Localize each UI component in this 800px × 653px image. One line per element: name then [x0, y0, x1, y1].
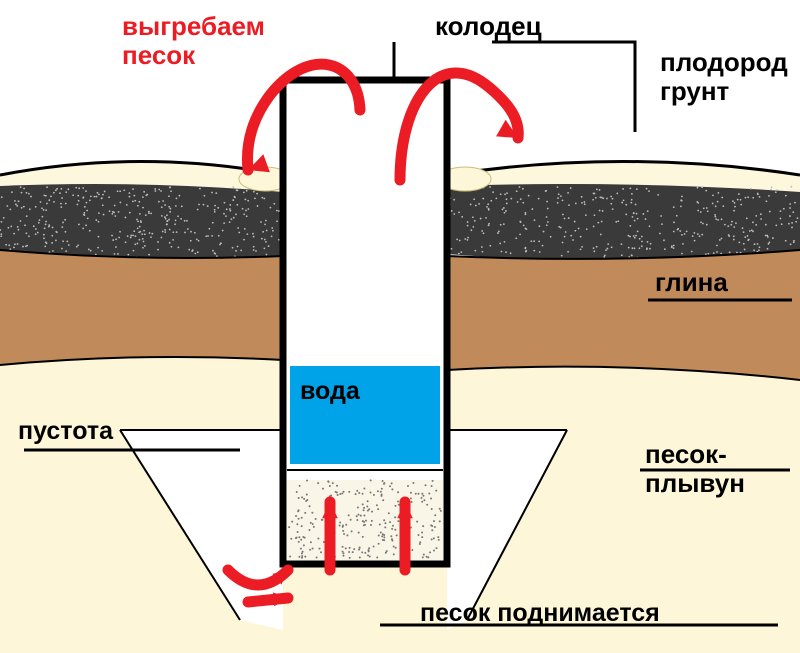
label-glina: глина [655, 268, 728, 297]
label-vygrebaem: выгребаем песок [122, 12, 265, 69]
label-pesok-plyvun: песок- плывун [645, 440, 745, 497]
label-pustota: пустота [18, 418, 113, 446]
label-voda: вода [300, 378, 360, 406]
label-plodorod: плодород грунт [660, 48, 788, 105]
label-pesok-podnimaetsya: песок поднимается [420, 600, 660, 628]
label-kolodec: колодец [435, 12, 542, 41]
